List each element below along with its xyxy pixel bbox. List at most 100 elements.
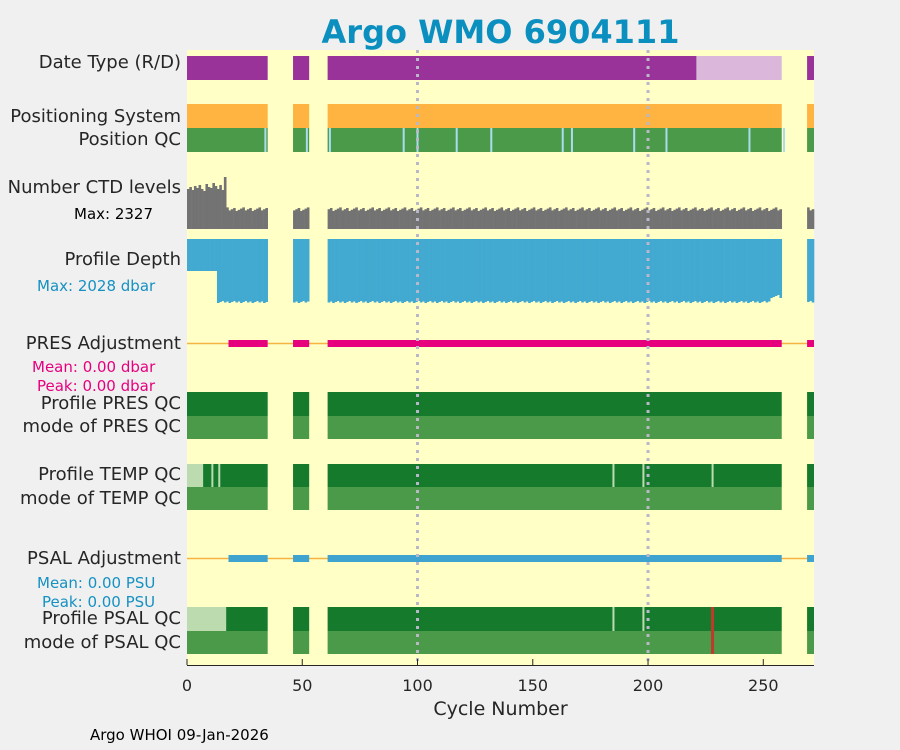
ctd-levels-bar: [707, 208, 711, 229]
ctd-levels-bar: [431, 209, 434, 229]
profile-pres-qc-bar: [187, 392, 268, 416]
profile-depth-bar: [233, 239, 236, 301]
profile-depth-bar: [484, 239, 487, 302]
ctd-levels-bar: [385, 208, 388, 229]
profile-depth-bar: [687, 239, 690, 302]
profile-depth-bar: [479, 239, 483, 302]
profile-depth-bar: [638, 239, 642, 303]
ctd-levels-bar: [537, 209, 540, 229]
ctd-levels-bar: [758, 207, 762, 229]
x-tick-label: 200: [632, 676, 664, 695]
profile-depth-bar: [256, 239, 259, 301]
ctd-levels-bar: [475, 208, 478, 229]
profile-depth-bar: [680, 239, 683, 302]
profile-depth-bar: [237, 239, 241, 302]
profile-depth-bar: [502, 239, 506, 302]
profile-depth-bar: [747, 239, 750, 303]
profile-depth-bar: [754, 239, 757, 303]
profile-depth-bar: [486, 239, 490, 301]
profile-depth-bar: [452, 239, 455, 301]
ctd-levels-bar: [712, 210, 716, 229]
profile-depth-bar: [235, 239, 239, 303]
profile-depth-bar: [500, 239, 504, 303]
ctd-levels-bar: [477, 211, 481, 229]
ctd-levels-bar: [433, 208, 437, 229]
ctd-levels-bar: [523, 208, 527, 229]
profile-temp-qc-flag: [187, 464, 204, 487]
row-label-ctd-levels: Number CTD levels: [7, 177, 181, 198]
ctd-levels-bar: [698, 209, 702, 229]
ctd-levels-bar: [719, 211, 723, 229]
ctd-levels-bar: [472, 209, 476, 229]
profile-depth-bar: [447, 239, 451, 303]
profile-depth-bar: [203, 239, 206, 271]
ctd-levels-bar: [546, 208, 550, 229]
profile-depth-bar: [606, 239, 610, 302]
profile-depth-bar: [251, 239, 255, 303]
ctd-levels-bar: [544, 209, 547, 229]
profile-depth-bar: [191, 239, 195, 271]
ctd-levels-bar: [193, 186, 197, 229]
profile-depth-bar: [495, 239, 499, 302]
profile-depth-bar: [334, 239, 338, 302]
position-qc-bar: [807, 128, 814, 152]
mode-psal-qc-bar: [327, 631, 782, 654]
profile-depth-bar: [719, 239, 723, 303]
ctd-levels-bar: [516, 207, 520, 229]
ctd-levels-bar: [512, 209, 515, 229]
profile-depth-bar: [620, 239, 623, 303]
profile-depth-bar: [622, 239, 626, 302]
ctd-levels-bar: [675, 208, 679, 229]
position-qc-flag: [561, 128, 564, 152]
profile-depth-bar: [516, 239, 520, 303]
ctd-levels-bar: [657, 209, 660, 229]
ctd-levels-bar: [811, 209, 815, 229]
position-qc-flag: [402, 128, 405, 152]
profile-depth-bar: [551, 239, 554, 303]
ctd-levels-bar: [677, 207, 681, 229]
ctd-levels-bar: [673, 209, 676, 229]
ctd-levels-bar: [749, 208, 753, 229]
ctd-levels-bar: [710, 207, 713, 229]
profile-depth-bar: [760, 239, 764, 302]
profile-depth-bar: [532, 239, 536, 301]
ctd-levels-bar: [336, 208, 340, 229]
profile-depth-bar: [682, 239, 686, 301]
ctd-levels-bar: [541, 211, 545, 229]
pres-adjustment-bar: [228, 340, 268, 347]
ctd-levels-bar: [207, 187, 211, 229]
ctd-levels-bar: [751, 211, 755, 229]
profile-depth-bar: [373, 239, 377, 303]
ctd-levels-bar: [765, 208, 769, 229]
profile-depth-bar: [205, 239, 209, 271]
profile-depth-bar: [410, 239, 414, 302]
depth-max-annotation: Max: 2028 dbar: [37, 277, 156, 295]
profile-depth-bar: [426, 239, 430, 302]
profile-psal-qc-bad: [711, 607, 715, 631]
ctd-levels-bar: [744, 210, 748, 229]
ctd-levels-bar: [302, 209, 305, 229]
ctd-levels-bar: [380, 211, 384, 229]
profile-depth-bar: [576, 239, 580, 302]
ctd-levels-bar: [682, 209, 686, 229]
profile-depth-bar: [809, 239, 812, 301]
ctd-levels-bar: [638, 211, 642, 229]
psal-adjustment-bar: [293, 555, 310, 562]
pres-adjustment-bar: [327, 340, 782, 347]
profile-psal-qc-bar: [807, 607, 814, 631]
ctd-levels-bar: [205, 184, 209, 229]
ctd-levels-bar: [376, 209, 379, 229]
ctd-levels-bar: [438, 210, 441, 229]
position-qc-bar: [293, 128, 310, 152]
profile-depth-bar: [595, 239, 598, 302]
ctd-levels-bar: [341, 210, 345, 229]
ctd-levels-bar: [378, 208, 381, 229]
profile-depth-bar: [221, 239, 225, 301]
profile-temp-qc-gap: [642, 464, 645, 487]
ctd-levels-bar: [760, 210, 764, 229]
profile-depth-bar: [518, 239, 522, 302]
ctd-levels-bar: [429, 211, 432, 229]
ctd-levels-bar: [352, 208, 356, 229]
profile-depth-bar: [599, 239, 603, 302]
psal-mean-annotation: Mean: 0.00 PSU: [37, 574, 156, 592]
